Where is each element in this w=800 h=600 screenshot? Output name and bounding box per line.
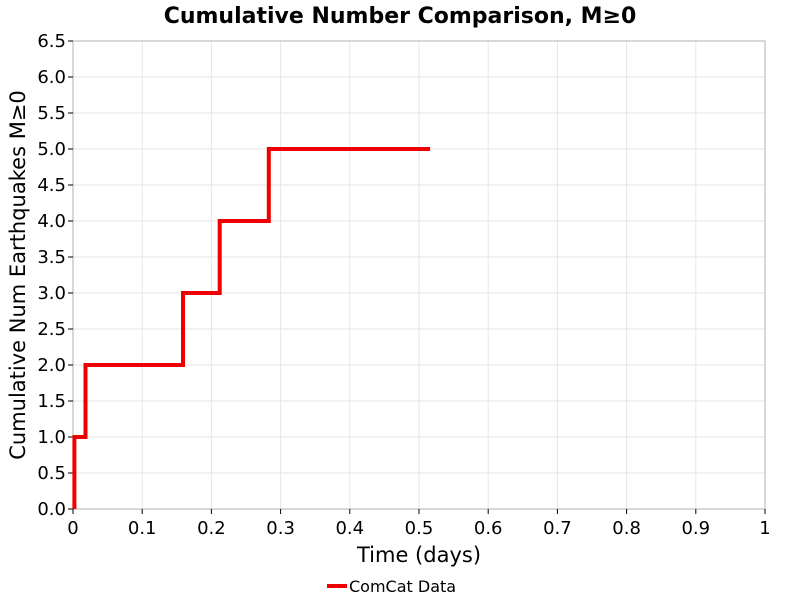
y-tick-label: 6.0 — [37, 67, 66, 88]
x-tick-label: 1 — [759, 518, 770, 539]
x-tick-label: 0.1 — [128, 518, 157, 539]
x-tick-label: 0.7 — [543, 518, 572, 539]
y-tick-label: 0.0 — [37, 499, 66, 520]
chart-title: Cumulative Number Comparison, M≥0 — [164, 4, 637, 29]
y-tick-label: 6.5 — [37, 31, 66, 52]
series-layer — [72, 147, 431, 509]
y-tick-label: 0.5 — [37, 463, 66, 484]
y-tick-label: 3.5 — [37, 247, 66, 268]
grid — [72, 40, 766, 510]
x-tick-label: 0.3 — [266, 518, 295, 539]
y-tick-label: 4.0 — [37, 211, 66, 232]
x-axis-label: Time (days) — [356, 543, 481, 567]
x-tick-label: 0.4 — [335, 518, 364, 539]
y-axis: 0.0 0.5 1.0 1.5 2.0 2.5 3.0 3.5 4.0 4.5 5.0 5.5 6.0 6… — [37, 31, 73, 520]
y-tick-label: 2.0 — [37, 355, 66, 376]
x-tick-label: 0.9 — [681, 518, 710, 539]
y-tick-label: 1.5 — [37, 391, 66, 412]
y-tick-label: 1.0 — [37, 427, 66, 448]
y-tick-label: 5.5 — [37, 103, 66, 124]
x-tick-label: 0.5 — [405, 518, 434, 539]
x-tick-label: 0.2 — [197, 518, 226, 539]
series-line-comcat-data — [72, 147, 431, 509]
x-tick-label: 0.6 — [474, 518, 503, 539]
y-tick-label: 3.0 — [37, 283, 66, 304]
x-tick-label: 0 — [67, 518, 78, 539]
y-tick-label: 4.5 — [37, 175, 66, 196]
y-axis-label: Cumulative Num Earthquakes M≥0 — [6, 90, 30, 460]
legend-label-comcat: ComCat Data — [349, 577, 456, 596]
y-tick-label: 5.0 — [37, 139, 66, 160]
legend: ComCat Data — [327, 577, 456, 596]
x-tick-label: 0.8 — [612, 518, 641, 539]
y-tick-label: 2.5 — [37, 319, 66, 340]
x-axis: 0 0.1 0.2 0.3 0.4 0.5 0.6 0.7 0.8 0.9 1 — [67, 509, 771, 539]
